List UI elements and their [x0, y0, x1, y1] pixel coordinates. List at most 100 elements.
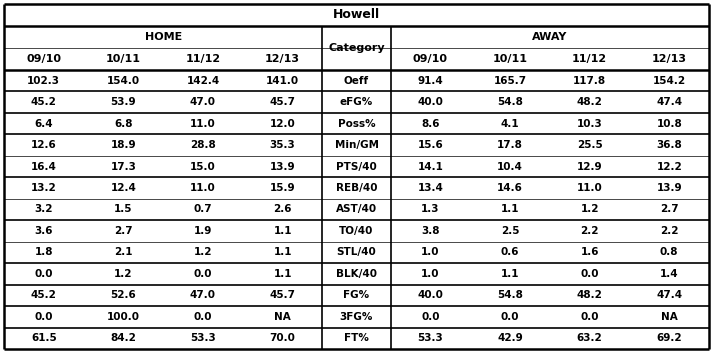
- Text: 4.1: 4.1: [501, 119, 519, 128]
- Text: 154.0: 154.0: [107, 76, 140, 86]
- Text: 1.2: 1.2: [194, 247, 212, 257]
- Text: Poss%: Poss%: [338, 119, 375, 128]
- Text: 70.0: 70.0: [270, 333, 295, 343]
- Text: 15.6: 15.6: [418, 140, 443, 150]
- Text: 52.6: 52.6: [111, 291, 136, 300]
- Text: 42.9: 42.9: [497, 333, 523, 343]
- Text: 1.8: 1.8: [34, 247, 53, 257]
- Text: 1.2: 1.2: [114, 269, 133, 279]
- Text: 2.7: 2.7: [114, 226, 133, 236]
- Text: 91.4: 91.4: [418, 76, 443, 86]
- Text: 18.9: 18.9: [111, 140, 136, 150]
- Text: 10.3: 10.3: [577, 119, 602, 128]
- Text: 45.2: 45.2: [31, 291, 57, 300]
- Text: 17.8: 17.8: [497, 140, 523, 150]
- Text: Category: Category: [328, 43, 385, 53]
- Text: 47.4: 47.4: [656, 291, 682, 300]
- Text: 54.8: 54.8: [497, 97, 523, 107]
- Text: 142.4: 142.4: [186, 76, 220, 86]
- Text: 117.8: 117.8: [573, 76, 606, 86]
- Text: 15.9: 15.9: [270, 183, 295, 193]
- Text: 12.9: 12.9: [577, 162, 602, 172]
- Text: 13.4: 13.4: [418, 183, 443, 193]
- Text: 13.9: 13.9: [657, 183, 682, 193]
- Text: 16.4: 16.4: [31, 162, 57, 172]
- Text: 100.0: 100.0: [107, 312, 140, 322]
- Text: 1.1: 1.1: [273, 226, 292, 236]
- Text: REB/40: REB/40: [336, 183, 377, 193]
- Text: 48.2: 48.2: [577, 291, 602, 300]
- Text: 0.0: 0.0: [194, 312, 212, 322]
- Text: 0.0: 0.0: [194, 269, 212, 279]
- Text: 141.0: 141.0: [266, 76, 299, 86]
- Text: 47.0: 47.0: [190, 291, 216, 300]
- Text: 154.2: 154.2: [652, 76, 686, 86]
- Text: 2.5: 2.5: [501, 226, 519, 236]
- Text: 1.5: 1.5: [114, 204, 133, 215]
- Text: BLK/40: BLK/40: [336, 269, 377, 279]
- Text: 2.1: 2.1: [114, 247, 133, 257]
- Text: 40.0: 40.0: [418, 97, 443, 107]
- Text: 61.5: 61.5: [31, 333, 56, 343]
- Text: 1.9: 1.9: [194, 226, 212, 236]
- Text: AWAY: AWAY: [532, 32, 568, 42]
- Text: STL/40: STL/40: [337, 247, 376, 257]
- Text: TO/40: TO/40: [339, 226, 374, 236]
- Text: 1.4: 1.4: [660, 269, 679, 279]
- Text: 102.3: 102.3: [27, 76, 61, 86]
- Text: 1.3: 1.3: [421, 204, 440, 215]
- Text: 47.0: 47.0: [190, 97, 216, 107]
- Text: 12.6: 12.6: [31, 140, 56, 150]
- Text: 1.6: 1.6: [580, 247, 599, 257]
- Text: 2.7: 2.7: [660, 204, 679, 215]
- Text: 11/12: 11/12: [185, 54, 220, 64]
- Text: 69.2: 69.2: [657, 333, 682, 343]
- Text: 09/10: 09/10: [26, 54, 61, 64]
- Text: 14.6: 14.6: [497, 183, 523, 193]
- Text: 53.3: 53.3: [190, 333, 216, 343]
- Text: PTS/40: PTS/40: [336, 162, 377, 172]
- Text: 1.1: 1.1: [273, 269, 292, 279]
- Text: 0.0: 0.0: [501, 312, 519, 322]
- Text: 53.9: 53.9: [111, 97, 136, 107]
- Text: 28.8: 28.8: [190, 140, 216, 150]
- Text: 11.0: 11.0: [190, 183, 216, 193]
- Text: 11.0: 11.0: [190, 119, 216, 128]
- Text: 2.2: 2.2: [660, 226, 679, 236]
- Text: FT%: FT%: [344, 333, 369, 343]
- Text: 12/13: 12/13: [265, 54, 300, 64]
- Text: HOME: HOME: [145, 32, 182, 42]
- Text: 3.6: 3.6: [34, 226, 53, 236]
- Text: 2.6: 2.6: [273, 204, 292, 215]
- Text: 40.0: 40.0: [418, 291, 443, 300]
- Text: 11.0: 11.0: [577, 183, 602, 193]
- Text: Min/GM: Min/GM: [334, 140, 379, 150]
- Text: 0.6: 0.6: [501, 247, 519, 257]
- Text: AST/40: AST/40: [336, 204, 377, 215]
- Text: 165.7: 165.7: [493, 76, 527, 86]
- Text: Howell: Howell: [333, 8, 380, 22]
- Text: 1.1: 1.1: [273, 247, 292, 257]
- Text: 45.7: 45.7: [270, 97, 296, 107]
- Text: 2.2: 2.2: [580, 226, 599, 236]
- Text: 1.2: 1.2: [580, 204, 599, 215]
- Text: eFG%: eFG%: [340, 97, 373, 107]
- Text: 35.3: 35.3: [270, 140, 295, 150]
- Text: 10/11: 10/11: [493, 54, 528, 64]
- Text: 63.2: 63.2: [577, 333, 602, 343]
- Text: 1.1: 1.1: [501, 269, 519, 279]
- Text: 10.4: 10.4: [497, 162, 523, 172]
- Text: 8.6: 8.6: [421, 119, 440, 128]
- Text: 14.1: 14.1: [418, 162, 443, 172]
- Text: 3.2: 3.2: [34, 204, 53, 215]
- Text: 25.5: 25.5: [577, 140, 602, 150]
- Text: 0.0: 0.0: [421, 312, 440, 322]
- Text: 48.2: 48.2: [577, 97, 602, 107]
- Text: 1.0: 1.0: [421, 269, 440, 279]
- Text: 1.1: 1.1: [501, 204, 519, 215]
- Text: 36.8: 36.8: [657, 140, 682, 150]
- Text: 10.8: 10.8: [657, 119, 682, 128]
- Text: 3FG%: 3FG%: [340, 312, 373, 322]
- Text: 47.4: 47.4: [656, 97, 682, 107]
- Text: 45.7: 45.7: [270, 291, 296, 300]
